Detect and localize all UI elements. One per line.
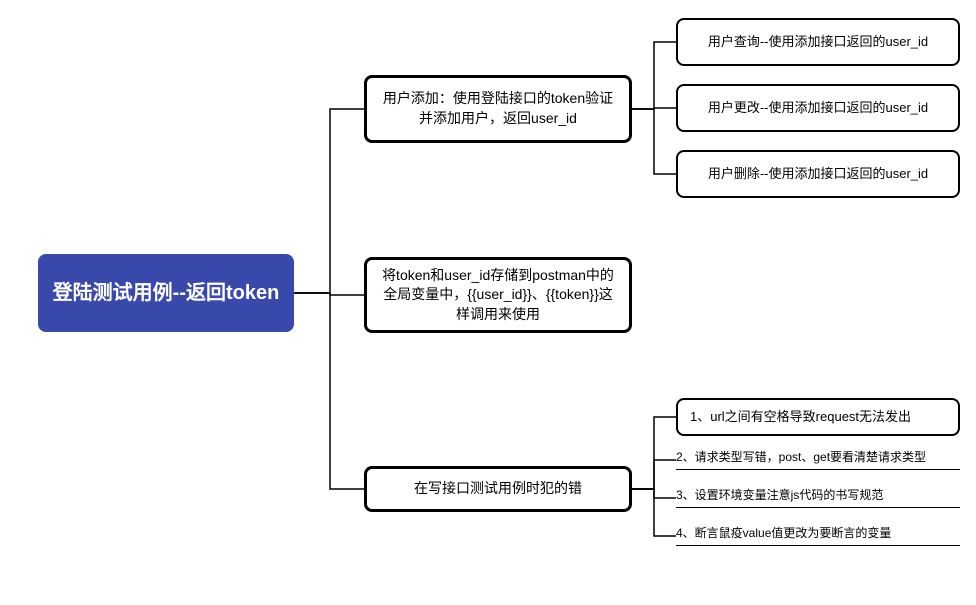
- node-mistake-2: 2、请求类型写错，post、get要看清楚请求类型: [676, 448, 960, 470]
- node-user-update: 用户更改--使用添加接口返回的user_id: [676, 84, 960, 132]
- node-mistakes: 在写接口测试用例时犯的错: [364, 466, 632, 512]
- node-mistake-4: 4、断言鼠疫value值更改为要断言的变量: [676, 524, 960, 546]
- node-user-delete: 用户删除--使用添加接口返回的user_id: [676, 150, 960, 198]
- root-node: 登陆测试用例--返回token: [38, 254, 294, 332]
- node-mistake-1: 1、url之间有空格导致request无法发出: [676, 398, 960, 436]
- node-mistake-3: 3、设置环境变量注意js代码的书写规范: [676, 486, 960, 508]
- node-user-query: 用户查询--使用添加接口返回的user_id: [676, 18, 960, 66]
- node-store-vars: 将token和user_id存储到postman中的全局变量中，{{user_i…: [364, 257, 632, 333]
- node-user-add: 用户添加：使用登陆接口的token验证并添加用户，返回user_id: [364, 75, 632, 143]
